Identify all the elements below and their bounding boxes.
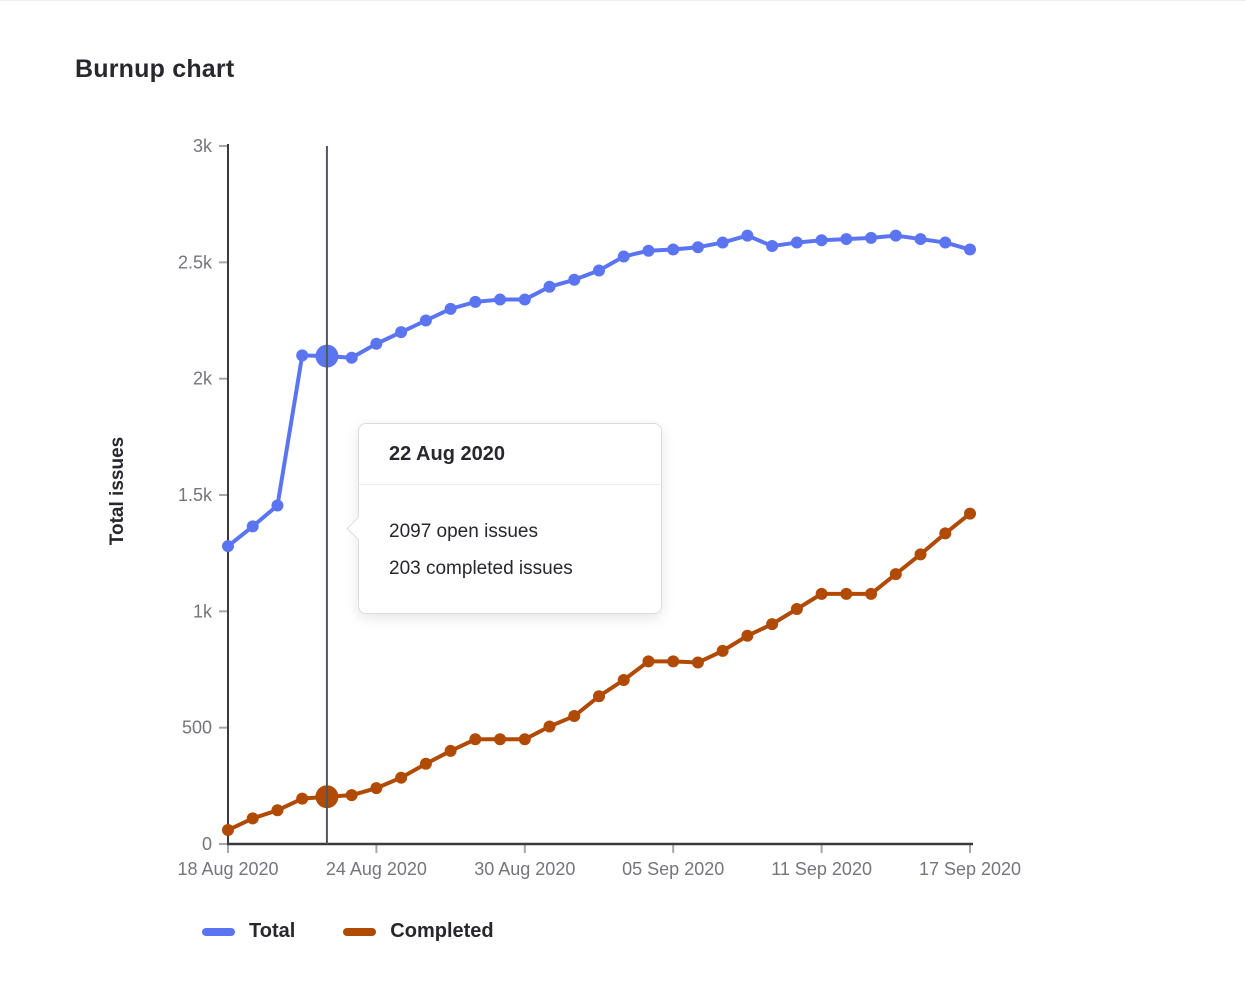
y-tick-label: 0 — [202, 834, 212, 854]
completed-point[interactable] — [222, 824, 234, 837]
y-tick-label: 2.5k — [178, 252, 213, 272]
total-point[interactable] — [419, 314, 432, 327]
chart-legend: Total Completed — [202, 920, 494, 943]
total-point[interactable] — [494, 293, 507, 306]
total-series-swatch — [202, 927, 235, 936]
total-point[interactable] — [667, 243, 680, 256]
completed-point[interactable] — [543, 720, 556, 733]
total-point[interactable] — [593, 264, 605, 277]
completed-point[interactable] — [370, 782, 383, 795]
total-point[interactable] — [642, 244, 655, 257]
total-point[interactable] — [889, 229, 902, 242]
chart-tooltip: 22 Aug 2020 2097 open issues 203 complet… — [346, 423, 662, 614]
total-point[interactable] — [271, 499, 284, 512]
completed-point[interactable] — [494, 733, 507, 746]
x-tick-label: 11 Sep 2020 — [771, 859, 872, 879]
tooltip-body: 2097 open issues 203 completed issues — [359, 485, 661, 613]
x-tick-label: 24 Aug 2020 — [326, 859, 427, 879]
total-point[interactable] — [370, 337, 383, 350]
completed-point[interactable] — [914, 548, 927, 561]
total-point[interactable] — [395, 326, 408, 339]
legend-item-total[interactable]: Total — [202, 920, 295, 943]
completed-series-swatch — [343, 927, 377, 936]
completed-point[interactable] — [815, 587, 828, 600]
completed-point[interactable] — [939, 527, 952, 540]
x-tick-label: 18 Aug 2020 — [177, 859, 278, 879]
completed-point[interactable] — [667, 655, 680, 668]
legend-item-completed[interactable]: Completed — [343, 920, 494, 943]
total-point[interactable] — [222, 540, 234, 553]
total-point[interactable] — [914, 233, 927, 246]
total-point[interactable] — [939, 236, 952, 249]
total-point[interactable] — [741, 229, 754, 242]
total-point[interactable] — [617, 250, 630, 263]
total-point[interactable] — [766, 240, 779, 253]
total-point[interactable] — [543, 280, 556, 293]
completed-point[interactable] — [766, 618, 779, 631]
total-point[interactable] — [345, 351, 358, 364]
completed-point[interactable] — [469, 733, 482, 746]
completed-point[interactable] — [444, 744, 457, 757]
total-point[interactable] — [865, 231, 878, 244]
y-tick-label: 3k — [193, 136, 213, 156]
completed-point[interactable] — [840, 587, 853, 600]
completed-point[interactable] — [741, 629, 754, 642]
total-point[interactable] — [444, 302, 457, 315]
completed-point[interactable] — [889, 568, 902, 581]
legend-label-completed: Completed — [390, 920, 494, 942]
y-tick-label: 1k — [193, 601, 213, 621]
tooltip-open-issues: 2097 open issues — [389, 521, 538, 542]
completed-point[interactable] — [593, 690, 605, 703]
completed-point[interactable] — [518, 733, 531, 746]
total-point[interactable] — [716, 236, 729, 249]
total-point[interactable] — [840, 233, 853, 246]
completed-point[interactable] — [246, 812, 259, 825]
total-point[interactable] — [691, 241, 704, 254]
completed-point[interactable] — [345, 789, 358, 802]
y-tick-label: 1.5k — [178, 485, 213, 505]
completed-point[interactable] — [395, 771, 408, 784]
total-point[interactable] — [246, 520, 259, 533]
completed-point[interactable] — [296, 792, 309, 805]
completed-point[interactable] — [964, 507, 976, 520]
legend-label-total: Total — [249, 920, 296, 942]
completed-point[interactable] — [691, 656, 704, 669]
total-point[interactable] — [296, 349, 309, 362]
total-point[interactable] — [790, 236, 803, 249]
x-tick-label: 17 Sep 2020 — [919, 859, 1021, 879]
completed-point[interactable] — [568, 710, 581, 723]
completed-point[interactable] — [271, 804, 284, 817]
completed-point[interactable] — [716, 644, 729, 657]
completed-point[interactable] — [617, 673, 630, 686]
total-point[interactable] — [469, 295, 482, 308]
y-tick-label: 500 — [182, 718, 212, 738]
x-tick-label: 30 Aug 2020 — [474, 859, 575, 879]
page-title: Burnup chart — [75, 55, 235, 83]
total-point[interactable] — [518, 293, 531, 306]
tooltip-completed-issues: 203 completed issues — [389, 558, 573, 579]
total-point[interactable] — [568, 273, 581, 286]
completed-point[interactable] — [790, 603, 803, 616]
completed-point[interactable] — [865, 587, 878, 600]
completed-point[interactable] — [642, 655, 655, 668]
total-point[interactable] — [964, 243, 976, 256]
completed-point[interactable] — [419, 757, 432, 770]
x-tick-label: 05 Sep 2020 — [622, 859, 724, 879]
total-point[interactable] — [815, 234, 828, 247]
tooltip-date: 22 Aug 2020 — [359, 424, 661, 485]
y-tick-label: 2k — [193, 369, 213, 389]
